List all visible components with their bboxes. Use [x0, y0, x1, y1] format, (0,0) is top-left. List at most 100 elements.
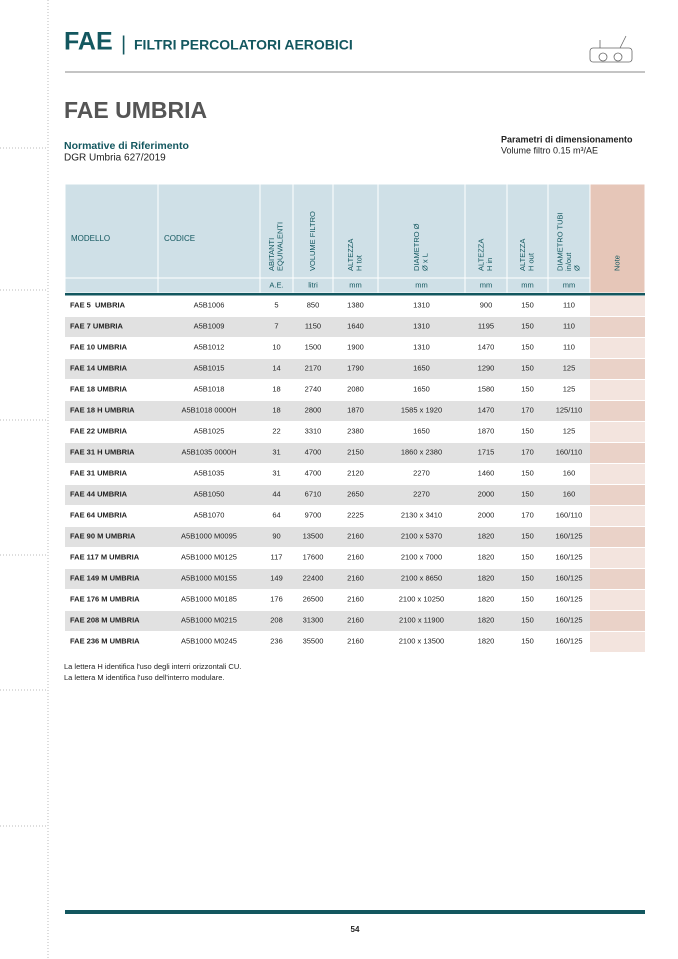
header-cell [506, 183, 549, 294]
cell: A5B1000 M0125 [181, 552, 237, 561]
cell: 125/110 [556, 405, 583, 414]
column-header: ALTEZZA [477, 239, 486, 271]
column-header: MODELLO [71, 234, 110, 243]
cell: 1820 [478, 552, 495, 561]
unit: litri [308, 280, 318, 289]
row-band [65, 611, 590, 631]
cell: FAE 10 UMBRIA [70, 342, 128, 351]
cell: 2000 [478, 489, 495, 498]
cell: 2800 [305, 405, 322, 414]
cell: 22400 [303, 573, 324, 582]
cell: 1310 [413, 300, 430, 309]
cell: 1580 [478, 384, 495, 393]
column-header: DIAMETRO TUBI [555, 212, 564, 271]
row-band [65, 359, 590, 379]
cell: 1470 [478, 342, 495, 351]
cell: 31 [272, 447, 280, 456]
note-cell [590, 590, 645, 610]
cell: 2120 [347, 468, 364, 477]
cell: 160/110 [556, 447, 583, 456]
cell: 1650 [413, 426, 430, 435]
cell: 149 [270, 573, 283, 582]
cell: 2160 [347, 594, 364, 603]
note-cell [590, 632, 645, 652]
row-band [65, 485, 590, 505]
row-band [65, 401, 590, 421]
cell: A5B1025 [194, 426, 225, 435]
cell: 1290 [478, 363, 495, 372]
cell: 2270 [413, 468, 430, 477]
cell: A5B1018 0000H [181, 405, 236, 414]
cell: 170 [521, 447, 534, 456]
cell: A5B1000 M0245 [181, 636, 237, 645]
note: La lettera H identifica l'uso degli inte… [64, 662, 241, 671]
cell: 1860 x 2380 [401, 447, 442, 456]
unit: mm [521, 280, 534, 289]
cell: 150 [521, 300, 534, 309]
note-cell [590, 296, 645, 316]
cell: 2225 [347, 510, 364, 519]
cell: 2170 [305, 363, 322, 372]
separator: | [121, 33, 126, 55]
cell: 1650 [413, 384, 430, 393]
header-cell [259, 183, 294, 294]
unit: A.E. [269, 280, 283, 289]
cell: FAE 90 M UMBRIA [70, 531, 136, 540]
footer-bar [65, 910, 645, 914]
column-header: CODICE [164, 234, 195, 243]
cell: 1715 [478, 447, 495, 456]
cell: 160/125 [555, 552, 582, 561]
cell: A5B1015 [194, 363, 225, 372]
cell: A5B1012 [194, 342, 225, 351]
cell: 64 [272, 510, 280, 519]
note-cell [590, 401, 645, 421]
cell: 160/125 [555, 594, 582, 603]
cell: FAE 7 UMBRIA [70, 321, 124, 330]
cell: FAE 236 M UMBRIA [70, 636, 140, 645]
cell: 2160 [347, 531, 364, 540]
note-cell [590, 359, 645, 379]
cell: 208 [270, 615, 283, 624]
cell: 160/110 [556, 510, 583, 519]
cell: 1500 [305, 342, 322, 351]
unit: mm [480, 280, 493, 289]
cell: 125 [563, 363, 576, 372]
note-cell [590, 338, 645, 358]
cell: 160 [563, 468, 576, 477]
cell: 1470 [478, 405, 495, 414]
cell: 160/125 [555, 615, 582, 624]
column-header: Ø x L [421, 253, 430, 271]
cell: 150 [521, 426, 534, 435]
header-cell [377, 183, 466, 294]
cell: FAE 22 UMBRIA [70, 426, 128, 435]
cell: 1820 [478, 531, 495, 540]
row-band [65, 569, 590, 589]
cell: 2160 [347, 552, 364, 561]
cell: 1585 x 1920 [401, 405, 442, 414]
unit: mm [415, 280, 428, 289]
column-header: EQUIVALENTI [276, 222, 285, 271]
cell: 2000 [478, 510, 495, 519]
cell: 150 [521, 321, 534, 330]
cell: FAE 149 M UMBRIA [70, 573, 140, 582]
cell: A5B1070 [194, 510, 225, 519]
note-cell [590, 317, 645, 337]
page-number: 54 [351, 925, 360, 934]
cell: 1150 [305, 321, 321, 330]
cell: 14 [272, 363, 280, 372]
header-subtitle: FILTRI PERCOLATORI AEROBICI [134, 37, 353, 53]
cell: 150 [521, 531, 534, 540]
column-header: ABITANTI [267, 238, 276, 271]
cell: 236 [270, 636, 283, 645]
cell: 18 [272, 405, 280, 414]
cell: 150 [521, 342, 534, 351]
cell: 1900 [347, 342, 364, 351]
cell: 125 [563, 384, 576, 393]
cell: 150 [521, 594, 534, 603]
column-header: VOLUME FILTRO [308, 211, 317, 271]
cell: FAE 64 UMBRIA [70, 510, 128, 519]
cell: FAE 18 UMBRIA [70, 384, 128, 393]
cell: 2650 [347, 489, 364, 498]
header-rule [65, 293, 645, 296]
cell: A5B1000 M0155 [181, 573, 237, 582]
